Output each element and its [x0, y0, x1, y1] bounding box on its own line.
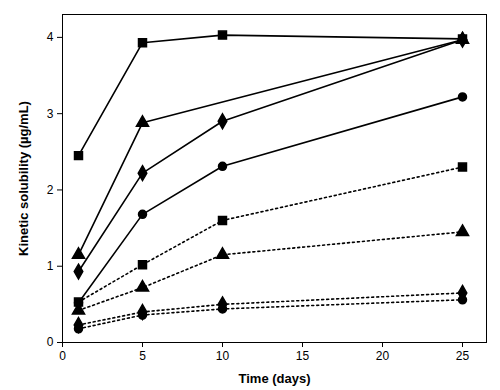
- svg-text:2: 2: [47, 183, 54, 197]
- svg-text:3: 3: [47, 107, 54, 121]
- svg-text:Kinetic solubility (µg/mL): Kinetic solubility (µg/mL): [16, 101, 31, 256]
- svg-text:5: 5: [139, 349, 146, 363]
- svg-text:4: 4: [47, 30, 54, 44]
- svg-text:1: 1: [47, 259, 54, 273]
- svg-text:20: 20: [376, 349, 390, 363]
- svg-text:0: 0: [59, 349, 66, 363]
- svg-text:0: 0: [47, 335, 54, 349]
- svg-text:10: 10: [216, 349, 230, 363]
- svg-text:15: 15: [296, 349, 310, 363]
- svg-text:25: 25: [456, 349, 470, 363]
- svg-text:Time (days): Time (days): [238, 371, 310, 386]
